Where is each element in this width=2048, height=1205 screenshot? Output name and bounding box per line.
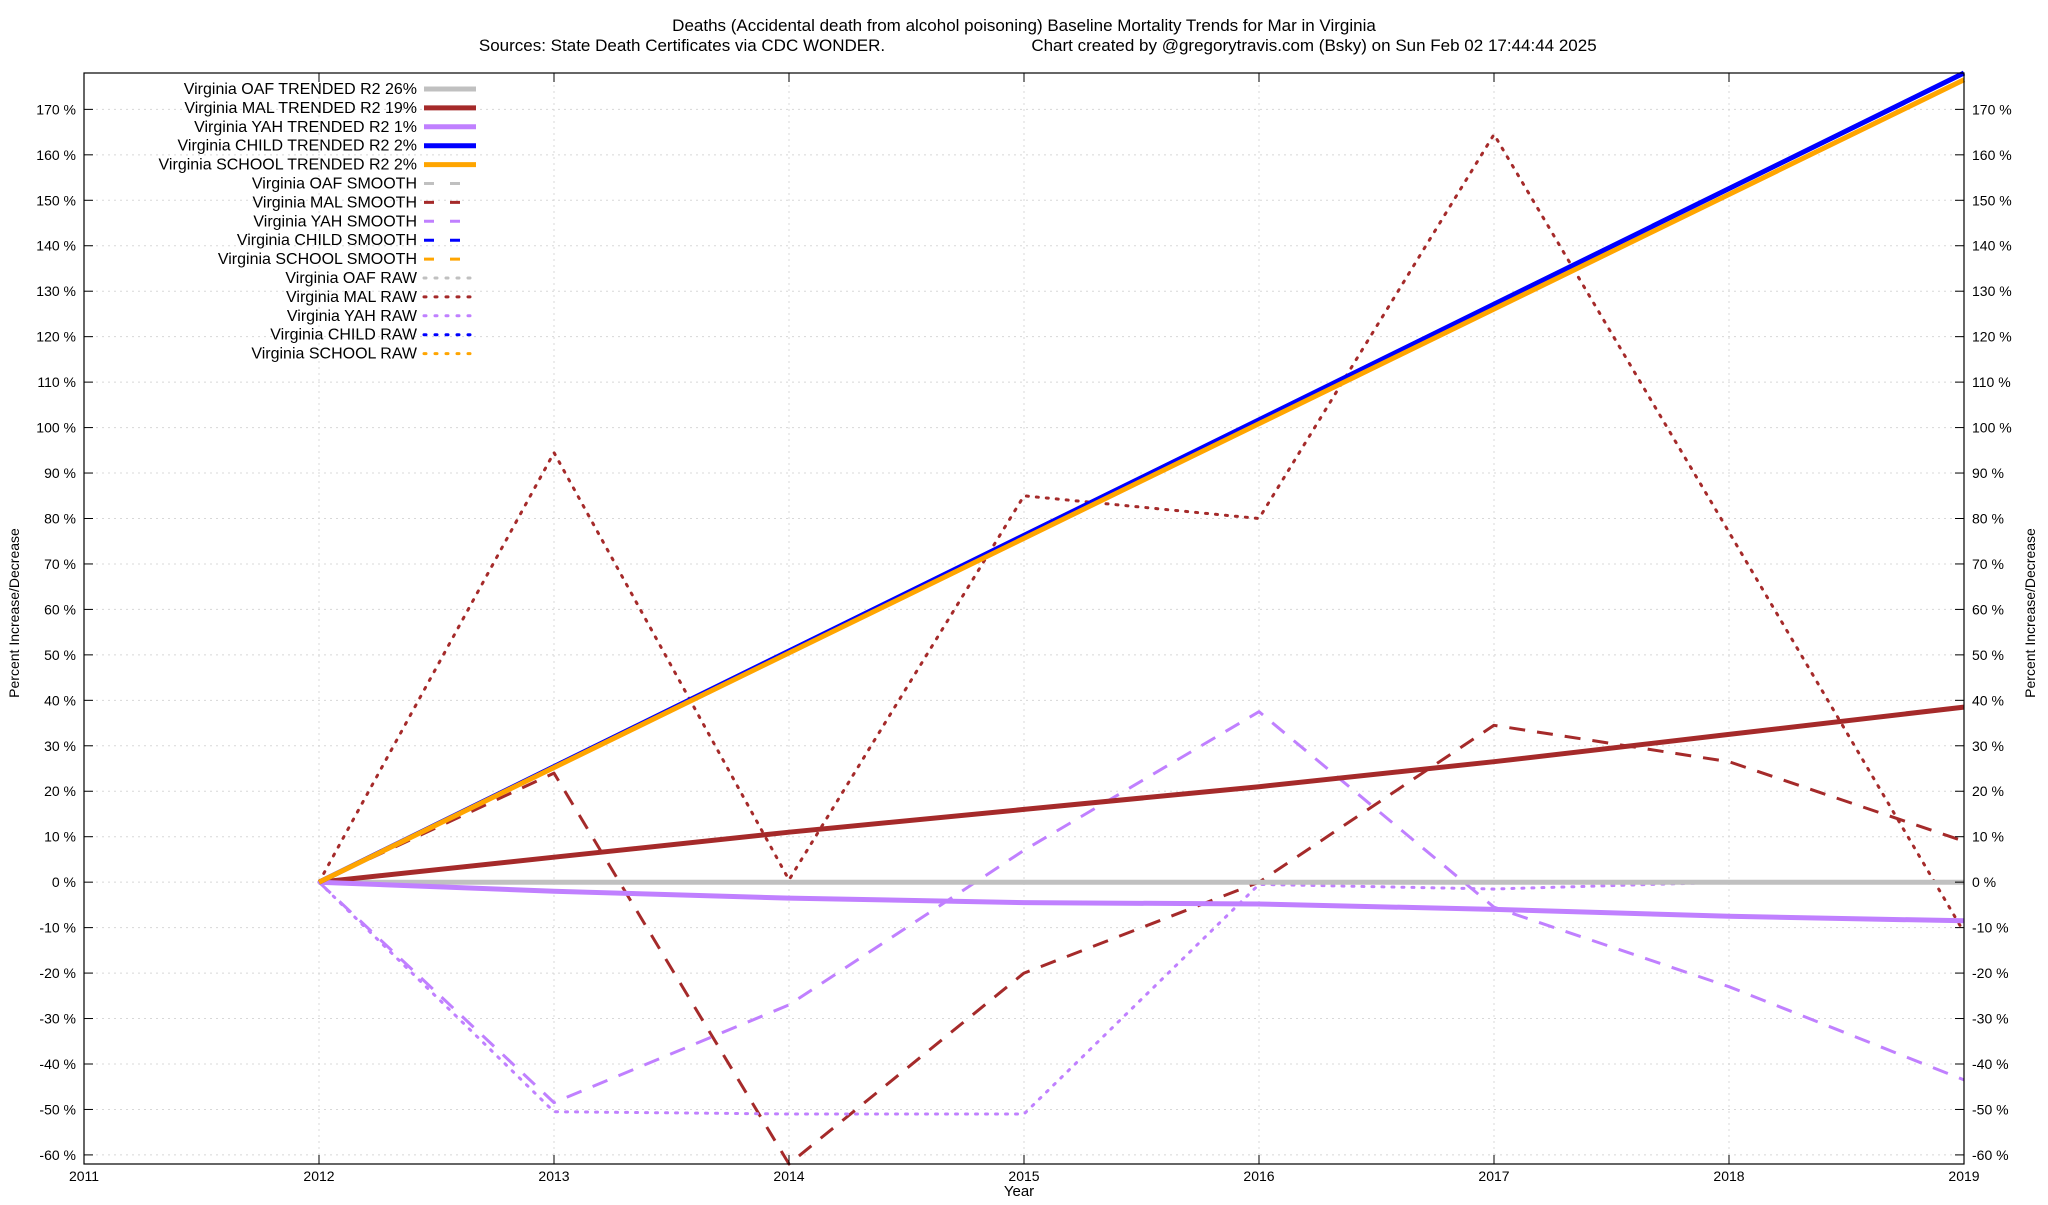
y2-tick-label: -40 %: [1972, 1056, 2009, 1072]
y2-tick-label: 160 %: [1972, 147, 2012, 163]
legend-label-virginia-school-smooth: Virginia SCHOOL SMOOTH: [218, 251, 417, 268]
y-tick-label: 40 %: [44, 692, 76, 708]
y-axis-label: Percent Increase/Decrease: [6, 528, 22, 698]
series-line-virginia-yah-raw: [317, 880, 1731, 1116]
x-tick-label: 2017: [1478, 1168, 1509, 1184]
legend-label-virginia-school-raw: Virginia SCHOOL RAW: [251, 346, 418, 363]
y2-tick-label: -10 %: [1972, 920, 2009, 936]
legend-label-virginia-oaf-trended-r2: Virginia OAF TRENDED R2 26%: [184, 81, 417, 98]
grid-layer: [83, 73, 1965, 1164]
y-tick-label: 150 %: [36, 192, 76, 208]
legend-label-virginia-yah-trended-r2: Virginia YAH TRENDED R2 1%: [194, 119, 417, 136]
y-tick-label: 90 %: [44, 465, 76, 481]
y2-tick-label: 90 %: [1972, 465, 2004, 481]
x-tick-label: 2014: [773, 1168, 804, 1184]
y-tick-label: -10 %: [39, 920, 76, 936]
legend-label-virginia-child-trended-r2: Virginia CHILD TRENDED R2 2%: [178, 138, 417, 155]
y-tick-label: -40 %: [39, 1056, 76, 1072]
legend-label-virginia-mal-raw: Virginia MAL RAW: [286, 289, 418, 306]
x-tick-label: 2018: [1713, 1168, 1744, 1184]
x-tick-label: 2012: [303, 1168, 334, 1184]
series-line-virginia-mal-raw: [317, 132, 1966, 934]
series-line-virginia-yah-smooth: [317, 710, 1965, 1105]
y-tick-label: 120 %: [36, 329, 76, 345]
y2-tick-label: 20 %: [1972, 783, 2004, 799]
legend: Virginia OAF TRENDED R2 26% Virginia MAL …: [159, 81, 478, 363]
y-tick-label: 70 %: [44, 556, 76, 572]
tick-layer: -60 % -60 % -50 % -50 % -40 % -40 % -30 % -30 %…: [36, 73, 2012, 1184]
y2-tick-label: 30 %: [1972, 738, 2004, 754]
y-tick-label: 100 %: [36, 420, 76, 436]
y-tick-label: -60 %: [39, 1147, 76, 1163]
y-tick-label: 10 %: [44, 829, 76, 845]
series-line-virginia-school-trended-r2: [317, 77, 1966, 885]
x-axis-label: Year: [1004, 1183, 1034, 1200]
x-tick-label: 2019: [1948, 1168, 1979, 1184]
y2-tick-label: -60 %: [1972, 1147, 2009, 1163]
y-tick-label: 110 %: [37, 374, 76, 390]
y-tick-label: -50 %: [39, 1101, 76, 1117]
y2-tick-label: 120 %: [1972, 329, 2012, 345]
y2-tick-label: -50 %: [1972, 1101, 2009, 1117]
y2-tick-label: -30 %: [1972, 1011, 2009, 1027]
x-tick-label: 2013: [538, 1168, 569, 1184]
y-tick-label: 20 %: [44, 783, 76, 799]
chart-subtitle-right: Chart created by @gregorytravis.com (Bsk…: [1031, 36, 1596, 55]
legend-label-virginia-mal-trended-r2: Virginia MAL TRENDED R2 19%: [184, 100, 417, 117]
x-tick-label: 2011: [69, 1168, 99, 1184]
y-tick-label: 80 %: [44, 510, 76, 526]
legend-label-virginia-child-raw: Virginia CHILD RAW: [270, 327, 418, 344]
y2-tick-label: 50 %: [1972, 647, 2004, 663]
x-tick-label: 2015: [1008, 1168, 1039, 1184]
y-tick-label: -30 %: [39, 1011, 76, 1027]
y2-tick-label: 60 %: [1972, 601, 2004, 617]
y2-axis-label: Percent Increase/Decrease: [2022, 528, 2038, 698]
y2-tick-label: 110 %: [1972, 374, 2011, 390]
y2-tick-label: -20 %: [1972, 965, 2009, 981]
y2-tick-label: 100 %: [1972, 420, 2012, 436]
y2-tick-label: 0 %: [1972, 874, 1996, 890]
y2-tick-label: 80 %: [1972, 510, 2004, 526]
chart-subtitle-left: Sources: State Death Certificates via CD…: [479, 36, 885, 55]
y2-tick-label: 10 %: [1972, 829, 2004, 845]
y-tick-label: 140 %: [36, 238, 76, 254]
series-layer: [317, 70, 1966, 1166]
y-tick-label: 130 %: [36, 283, 76, 299]
legend-label-virginia-oaf-raw: Virginia OAF RAW: [285, 270, 417, 287]
y2-tick-label: 130 %: [1972, 283, 2012, 299]
x-tick-label: 2016: [1243, 1168, 1274, 1184]
series-line-virginia-yah-trended-r2: [318, 879, 1965, 924]
y-tick-label: -20 %: [39, 965, 76, 981]
y2-tick-label: 40 %: [1972, 692, 2004, 708]
legend-label-virginia-school-trended-r2: Virginia SCHOOL TRENDED R2 2%: [159, 157, 417, 174]
y2-tick-label: 150 %: [1972, 192, 2012, 208]
y2-tick-label: 170 %: [1972, 101, 2012, 117]
y2-tick-label: 140 %: [1972, 238, 2012, 254]
legend-label-virginia-mal-smooth: Virginia MAL SMOOTH: [253, 194, 417, 211]
legend-label-virginia-oaf-smooth: Virginia OAF SMOOTH: [252, 176, 417, 193]
y-tick-label: 160 %: [36, 147, 76, 163]
series-line-virginia-mal-trended-r2: [318, 704, 1965, 885]
y-tick-label: 30 %: [44, 738, 76, 754]
series-line-virginia-mal-smooth: [318, 723, 1965, 1166]
legend-label-virginia-child-smooth: Virginia CHILD SMOOTH: [237, 232, 417, 249]
y-tick-label: 0 %: [52, 874, 76, 890]
legend-label-virginia-yah-smooth: Virginia YAH SMOOTH: [253, 213, 417, 230]
y-tick-label: 60 %: [44, 601, 76, 617]
chart-title: Deaths (Accidental death from alcohol po…: [672, 16, 1376, 35]
y2-tick-label: 70 %: [1972, 556, 2004, 572]
y-tick-label: 170 %: [36, 101, 76, 117]
y-tick-label: 50 %: [44, 647, 76, 663]
legend-label-virginia-yah-raw: Virginia YAH RAW: [287, 308, 418, 325]
